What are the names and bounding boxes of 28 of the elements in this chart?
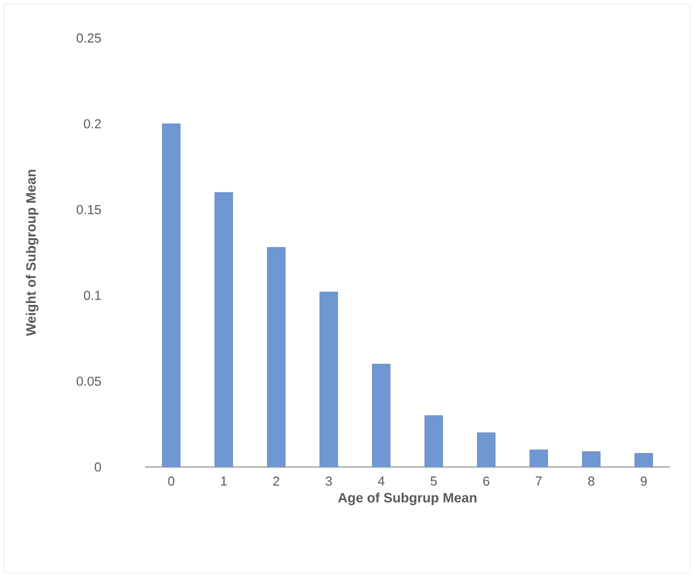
y-tick-label: 0.15 [76, 204, 101, 214]
x-tick-label: 0 [168, 476, 174, 486]
y-tick-label: 0 [94, 462, 101, 472]
x-tick-label: 3 [326, 476, 332, 486]
bar [214, 192, 233, 467]
x-tick-label: 7 [536, 476, 542, 486]
y-tick-label: 0.25 [76, 33, 101, 43]
bar [162, 124, 180, 467]
x-axis-title: Age of Subgrup Mean [338, 492, 476, 506]
bar [477, 432, 496, 467]
y-tick-label: 0.2 [84, 119, 101, 128]
y-tick-label: 0.05 [76, 376, 101, 386]
x-tick-label: 4 [378, 476, 384, 486]
bar [530, 450, 548, 467]
bar [267, 247, 286, 467]
bar [372, 364, 390, 467]
x-tick-label: 8 [588, 476, 594, 486]
x-tick-label: 2 [273, 476, 280, 486]
y-axis-title: Weight of Subgroup Mean [26, 170, 38, 336]
x-tick-label: 1 [221, 476, 227, 486]
x-tick-label: 5 [430, 476, 437, 486]
y-tick-label: 0.1 [84, 290, 101, 300]
x-tick-label: 6 [483, 476, 490, 486]
bar [634, 453, 653, 467]
bar [582, 451, 600, 467]
bar [320, 292, 338, 467]
bar [424, 415, 443, 467]
x-tick-label: 9 [640, 476, 647, 486]
